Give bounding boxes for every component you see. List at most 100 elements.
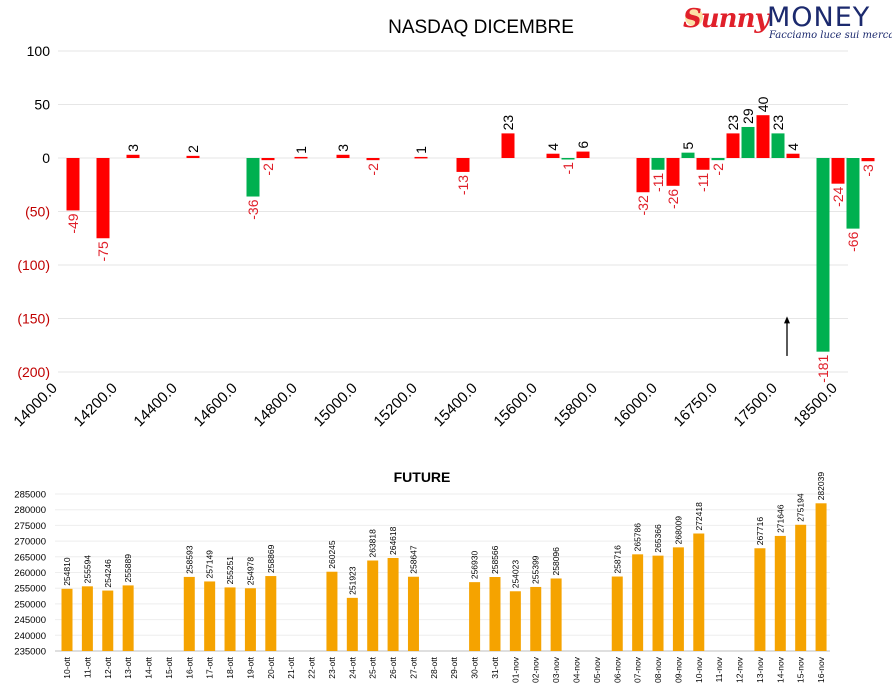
future-chart-title: FUTURE [394,469,451,485]
y-tick-label: 235000 [14,647,46,658]
data-label: 23 [500,115,516,131]
bar [246,158,260,197]
bar [696,158,710,170]
x-tick-label: 15200.0 [370,380,420,430]
y-tick-label: 245000 [14,615,46,626]
y-tick-label: 280000 [14,505,46,516]
x-tick-label: 14000.0 [10,380,60,430]
data-label: 263818 [368,529,378,558]
bar [489,577,501,651]
data-label: 23 [770,115,786,131]
data-label: 255594 [82,555,92,584]
bar [711,158,725,161]
data-label: 1 [293,146,309,154]
x-tick-label: 14-ott [144,656,154,678]
data-label: 272418 [694,502,704,531]
bar [786,153,800,158]
bar [795,524,807,651]
gridlines [55,493,830,652]
y-tick-label: 255000 [14,584,46,595]
bar [831,158,845,184]
y-tick-label: 275000 [14,521,46,532]
data-label: 264618 [388,526,398,555]
x-tick-label: 31-ott [490,656,500,678]
data-label: 255889 [123,554,133,583]
y-tick-label: 240000 [14,631,46,642]
data-label: -24 [830,186,846,206]
data-label: 256930 [470,551,480,580]
bar [672,547,684,651]
x-tick-label: 16-ott [184,656,194,678]
data-label: -3 [860,164,876,177]
x-tick-label: 08-nov [653,656,663,683]
x-tick-label: 15600.0 [490,380,540,430]
nasdaq-dicembre-chart: NASDAQ DICEMBRE 100 50 0 (50) (100) (150) (200… [10,17,876,430]
x-tick-label: 15800.0 [550,380,600,430]
bar [102,590,114,651]
x-tick-label: 17-ott [205,656,215,678]
x-tick-label: 06-nov [612,656,622,683]
y-tick-label: 270000 [14,537,46,548]
bar [224,587,236,651]
x-tick-label: 03-nov [551,656,561,683]
bar [387,557,399,651]
data-label: 4 [545,143,561,151]
data-label: 3 [335,144,351,152]
sun-icon [685,8,703,26]
data-label: 254246 [103,559,113,588]
x-tick-label: 10-ott [62,656,72,678]
x-tick-label: 05-nov [592,656,602,683]
data-label: 257149 [205,550,215,579]
data-label: 3 [125,144,141,152]
data-label: 40 [755,96,771,112]
data-label: 282039 [816,472,826,501]
y-tick-label: 50 [34,97,50,113]
bar [326,571,338,651]
x-tick-label: 16-nov [816,656,826,683]
x-tick-label: 09-nov [673,656,683,683]
data-label: 271646 [775,504,785,533]
bar [756,115,770,158]
data-label: -66 [845,231,861,251]
data-label: 267716 [755,517,765,546]
bar [651,158,665,170]
x-tick-label: 15000.0 [310,380,360,430]
x-tick-label: 30-ott [470,656,480,678]
bar [61,588,73,651]
bar [693,533,705,651]
x-tick-label: 20-ott [266,656,276,678]
data-label: 254023 [510,560,520,589]
data-label: 258869 [266,544,276,573]
y-axis: 100 50 0 (50) (100) (150) (200) [17,43,50,380]
data-label: 255251 [225,556,235,585]
bar [456,158,470,172]
bar [183,576,195,651]
bar [726,133,740,158]
x-tick-label: 18500.0 [790,380,840,430]
data-label: -49 [65,213,81,233]
data-label: -75 [95,241,111,261]
data-label: 258593 [184,545,194,574]
x-tick-label: 07-nov [633,656,643,683]
bar [366,158,380,161]
bar [336,154,350,158]
bar [861,158,875,162]
x-tick-label: 14-nov [775,656,785,683]
x-tick-label: 10-nov [694,656,704,683]
y-tick-label: 100 [27,43,51,59]
bar [414,156,428,159]
bar [244,588,256,651]
x-tick-label: 19-ott [245,656,255,678]
y-tick-label: (200) [17,364,50,380]
bar [815,503,827,651]
bar [186,155,200,158]
data-label: -26 [665,189,681,209]
data-label: 265366 [653,524,663,553]
data-label: 260245 [327,540,337,569]
bar [550,578,562,651]
bar [754,548,766,651]
y-tick-label: 260000 [14,568,46,579]
data-label: 4 [785,143,801,151]
data-label: 29 [740,108,756,124]
x-tick-label: 18-ott [225,656,235,678]
